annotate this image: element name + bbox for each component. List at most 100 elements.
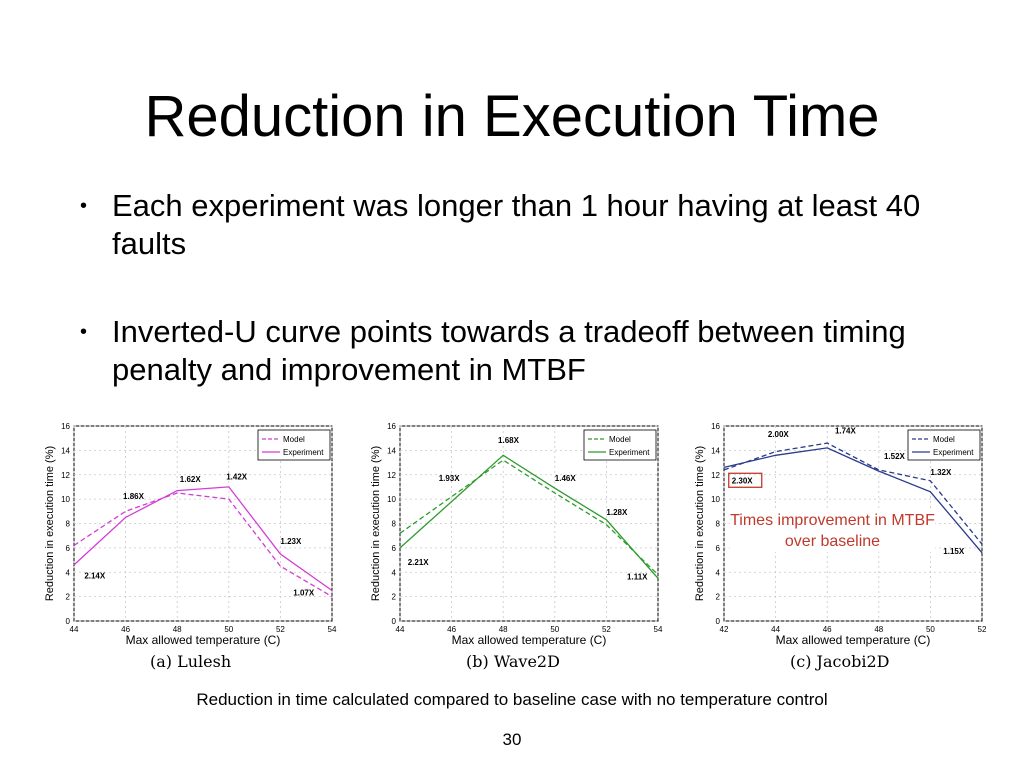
- series-line-model: [723, 442, 983, 545]
- point-label: 2.21X: [408, 558, 430, 567]
- y-tick-label: 8: [392, 520, 397, 529]
- point-label: 1.62X: [180, 475, 202, 484]
- y-tick-label: 6: [66, 544, 71, 553]
- chart-caption-jacobi2d: (c) Jacobi2D: [790, 652, 890, 671]
- chart-caption-lulesh: (a) Lulesh: [150, 652, 232, 671]
- slide-title: Reduction in Execution Time: [144, 84, 880, 149]
- bullet-item: • Each experiment was longer than 1 hour…: [80, 187, 960, 267]
- mtbf-annotation: Times improvement in MTBF over baseline: [730, 510, 935, 552]
- point-label: 1.86X: [123, 492, 145, 501]
- chart-caption-wave2d: (b) Wave2D: [466, 652, 560, 671]
- legend-box: [583, 429, 657, 461]
- y-tick-label: 12: [387, 471, 396, 480]
- point-label: 1.42X: [226, 473, 248, 482]
- y-tick-label: 8: [716, 520, 721, 529]
- legend-label: Model: [283, 435, 305, 444]
- y-tick-label: 2: [392, 593, 397, 602]
- x-tick-label: 44: [771, 625, 780, 634]
- y-tick-label: 12: [61, 471, 70, 480]
- x-tick-label: 52: [978, 625, 987, 634]
- x-tick-label: 52: [276, 625, 285, 634]
- legend-label: Model: [933, 435, 955, 444]
- bullet-item: • Inverted-U curve points towards a trad…: [80, 313, 960, 393]
- y-axis-label: Reduction in execution time (%): [370, 446, 382, 601]
- y-tick-label: 14: [711, 446, 720, 455]
- point-label: 1.46X: [555, 474, 577, 483]
- x-axis-label: Max allowed temperature (C): [452, 633, 607, 647]
- point-label: 1.93X: [439, 474, 461, 483]
- y-tick-label: 2: [716, 593, 721, 602]
- y-tick-label: 14: [61, 446, 70, 455]
- footnote: Reduction in time calculated compared to…: [196, 690, 828, 709]
- y-tick-label: 16: [387, 422, 396, 431]
- x-tick-label: 44: [396, 625, 405, 634]
- highlight-box: [728, 472, 763, 488]
- series-line-experiment: [399, 454, 659, 579]
- legend-box: [907, 429, 981, 461]
- x-tick-label: 42: [720, 625, 729, 634]
- y-tick-label: 4: [392, 568, 397, 577]
- series-line-model: [73, 492, 333, 598]
- y-tick-label: 4: [66, 568, 71, 577]
- x-axis-label: Max allowed temperature (C): [126, 633, 281, 647]
- page-number: 30: [502, 730, 522, 749]
- x-tick-label: 54: [328, 625, 337, 634]
- x-tick-label: 48: [173, 625, 182, 634]
- series-line-model: [399, 459, 659, 576]
- bullet-dot-icon: •: [80, 195, 88, 217]
- series-line-experiment: [73, 486, 333, 592]
- point-label: 1.07X: [293, 588, 315, 597]
- point-label: 1.32X: [930, 468, 952, 477]
- y-tick-label: 6: [716, 544, 721, 553]
- legend-label: Model: [609, 435, 631, 444]
- x-tick-label: 50: [926, 625, 935, 634]
- bullet-dot-icon: •: [80, 321, 88, 343]
- y-tick-label: 10: [387, 495, 396, 504]
- x-tick-label: 50: [550, 625, 559, 634]
- y-tick-label: 14: [387, 446, 396, 455]
- y-tick-label: 6: [392, 544, 397, 553]
- x-tick-label: 54: [654, 625, 663, 634]
- series-line-experiment: [723, 447, 983, 554]
- y-tick-label: 0: [392, 617, 397, 626]
- y-tick-label: 8: [66, 520, 71, 529]
- x-tick-label: 44: [70, 625, 79, 634]
- x-tick-label: 48: [874, 625, 883, 634]
- x-tick-label: 46: [823, 625, 832, 634]
- x-tick-label: 46: [447, 625, 456, 634]
- point-label: 1.68X: [498, 436, 520, 445]
- point-label: 1.23X: [280, 537, 302, 546]
- y-tick-label: 12: [711, 471, 720, 480]
- legend-label: Experiment: [609, 448, 650, 457]
- point-label: 1.28X: [606, 508, 628, 517]
- point-label: 1.11X: [627, 573, 648, 582]
- legend-label: Experiment: [933, 448, 974, 457]
- y-tick-label: 2: [66, 593, 71, 602]
- bullet-text: Each experiment was longer than 1 hour h…: [112, 188, 921, 261]
- x-tick-label: 48: [499, 625, 508, 634]
- point-label: 1.74X: [835, 426, 857, 435]
- y-tick-label: 16: [61, 422, 70, 431]
- x-tick-label: 46: [121, 625, 130, 634]
- y-tick-label: 4: [716, 568, 721, 577]
- y-axis-label: Reduction in execution time (%): [694, 446, 706, 601]
- x-axis-label: Max allowed temperature (C): [776, 633, 931, 647]
- legend-box: [257, 429, 331, 461]
- x-tick-label: 52: [602, 625, 611, 634]
- legend-label: Experiment: [283, 448, 324, 457]
- point-label: 2.30X: [732, 476, 754, 485]
- point-label: 1.15X: [943, 547, 965, 556]
- point-label: 2.00X: [768, 430, 790, 439]
- x-tick-label: 50: [224, 625, 233, 634]
- point-label: 1.52X: [884, 452, 906, 461]
- y-axis-label: Reduction in execution time (%): [44, 446, 56, 601]
- y-tick-label: 10: [711, 495, 720, 504]
- y-tick-label: 0: [716, 617, 721, 626]
- point-label: 2.14X: [84, 571, 106, 580]
- y-tick-label: 16: [711, 422, 720, 431]
- y-tick-label: 0: [66, 617, 71, 626]
- bullet-text: Inverted-U curve points towards a tradeo…: [112, 314, 906, 387]
- y-tick-label: 10: [61, 495, 70, 504]
